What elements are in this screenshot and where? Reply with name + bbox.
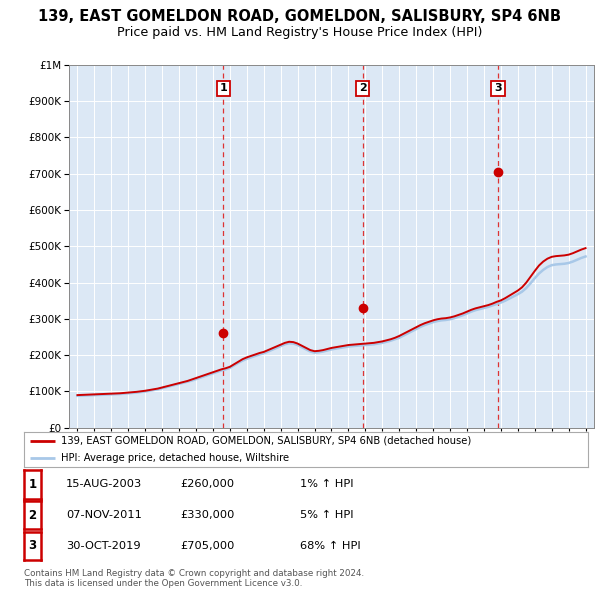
Text: 1: 1 <box>28 478 37 491</box>
Text: 3: 3 <box>28 539 37 552</box>
Text: Contains HM Land Registry data © Crown copyright and database right 2024.: Contains HM Land Registry data © Crown c… <box>24 569 364 578</box>
Text: 139, EAST GOMELDON ROAD, GOMELDON, SALISBURY, SP4 6NB (detached house): 139, EAST GOMELDON ROAD, GOMELDON, SALIS… <box>61 436 471 445</box>
Text: 2: 2 <box>359 84 367 93</box>
Text: 68% ↑ HPI: 68% ↑ HPI <box>300 541 361 550</box>
Text: 3: 3 <box>494 84 502 93</box>
Text: 2: 2 <box>28 509 37 522</box>
Text: 15-AUG-2003: 15-AUG-2003 <box>66 480 142 489</box>
Text: 139, EAST GOMELDON ROAD, GOMELDON, SALISBURY, SP4 6NB: 139, EAST GOMELDON ROAD, GOMELDON, SALIS… <box>38 9 562 24</box>
Text: £705,000: £705,000 <box>180 541 235 550</box>
Text: HPI: Average price, detached house, Wiltshire: HPI: Average price, detached house, Wilt… <box>61 454 289 463</box>
Text: £330,000: £330,000 <box>180 510 235 520</box>
Text: This data is licensed under the Open Government Licence v3.0.: This data is licensed under the Open Gov… <box>24 579 302 588</box>
Text: 1% ↑ HPI: 1% ↑ HPI <box>300 480 353 489</box>
Text: 5% ↑ HPI: 5% ↑ HPI <box>300 510 353 520</box>
Text: 1: 1 <box>220 84 227 93</box>
Text: 07-NOV-2011: 07-NOV-2011 <box>66 510 142 520</box>
Text: Price paid vs. HM Land Registry's House Price Index (HPI): Price paid vs. HM Land Registry's House … <box>118 26 482 39</box>
Text: £260,000: £260,000 <box>180 480 234 489</box>
Text: 30-OCT-2019: 30-OCT-2019 <box>66 541 140 550</box>
